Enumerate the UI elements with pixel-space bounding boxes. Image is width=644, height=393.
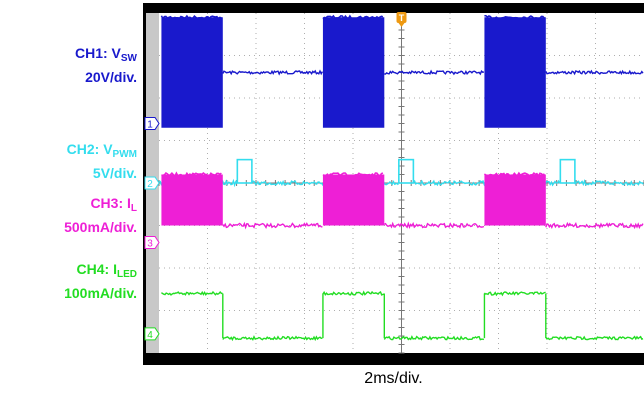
ch2-pulse bbox=[559, 158, 576, 184]
ch3-burst-edge bbox=[161, 171, 222, 177]
ch4-name: CH4: ILED bbox=[76, 261, 137, 280]
ch3-trace bbox=[222, 221, 323, 230]
ch2-name: CH2: VPWM bbox=[66, 141, 137, 160]
ch2-pulse bbox=[398, 158, 415, 184]
ch4-trace-low bbox=[383, 335, 485, 341]
ch3-burst-edge bbox=[483, 171, 545, 178]
ch2-pulse bbox=[236, 158, 253, 184]
ch4-trace-high bbox=[483, 290, 546, 297]
ch2-scale: 5V/div. bbox=[92, 165, 137, 181]
ch1-burst-edge bbox=[160, 14, 222, 20]
ch4-marker: 4 bbox=[147, 330, 153, 341]
ch4-marker-shape bbox=[144, 327, 160, 341]
ch3-name: CH3: IL bbox=[90, 195, 137, 214]
ch1-burst bbox=[161, 17, 223, 128]
ch2-label: CH2: VPWM 5V/div. bbox=[67, 140, 137, 183]
ch3-burst-edge bbox=[322, 172, 384, 177]
ch3-burst bbox=[161, 174, 223, 226]
scope-plot: 1 2 3 4 T bbox=[143, 3, 644, 365]
ch4-trace-high bbox=[322, 290, 385, 296]
ch1-name: CH1: VSW bbox=[74, 45, 137, 64]
ch1-marker-shape bbox=[144, 117, 160, 130]
ch2-marker: 2 bbox=[147, 179, 153, 190]
trigger-marker: T bbox=[399, 13, 405, 23]
ch1-trace bbox=[384, 69, 485, 76]
ch3-label: CH3: IL 500mA/div. bbox=[64, 194, 137, 237]
oscilloscope-display: 1 2 3 4 T bbox=[143, 3, 644, 365]
ch1-burst-edge bbox=[484, 15, 545, 20]
ch1-burst-edge bbox=[322, 14, 384, 20]
ch2-trace bbox=[574, 179, 644, 187]
ch1-trace bbox=[222, 69, 324, 76]
ch3-marker: 3 bbox=[147, 239, 153, 250]
ch1-burst bbox=[484, 17, 546, 128]
ch4-trace-low bbox=[545, 335, 644, 341]
ch3-scale: 500mA/div. bbox=[64, 219, 137, 235]
ch4-scale: 100mA/div. bbox=[64, 285, 137, 301]
ch3-burst bbox=[322, 174, 385, 226]
ch2-marker-shape bbox=[144, 176, 160, 190]
ch3-burst bbox=[484, 174, 546, 226]
ch1-burst bbox=[322, 17, 385, 128]
ch3-trace bbox=[383, 221, 485, 229]
ch1-label: CH1: VSW 20V/div. bbox=[75, 44, 137, 87]
ch4-trace-low bbox=[222, 335, 323, 342]
timebase-label: 2ms/div. bbox=[364, 370, 423, 387]
ch3-marker-shape bbox=[144, 236, 160, 249]
ch1-trace bbox=[545, 69, 644, 76]
ch1-marker: 1 bbox=[147, 120, 153, 131]
trigger-marker-shape bbox=[396, 12, 407, 23]
ch3-trace bbox=[545, 221, 644, 230]
ch4-label: CH4: ILED 100mA/div. bbox=[64, 260, 137, 303]
ch4-trace-high bbox=[161, 290, 223, 296]
trigger-marker-pointer bbox=[398, 23, 405, 27]
ch1-scale: 20V/div. bbox=[85, 69, 137, 85]
